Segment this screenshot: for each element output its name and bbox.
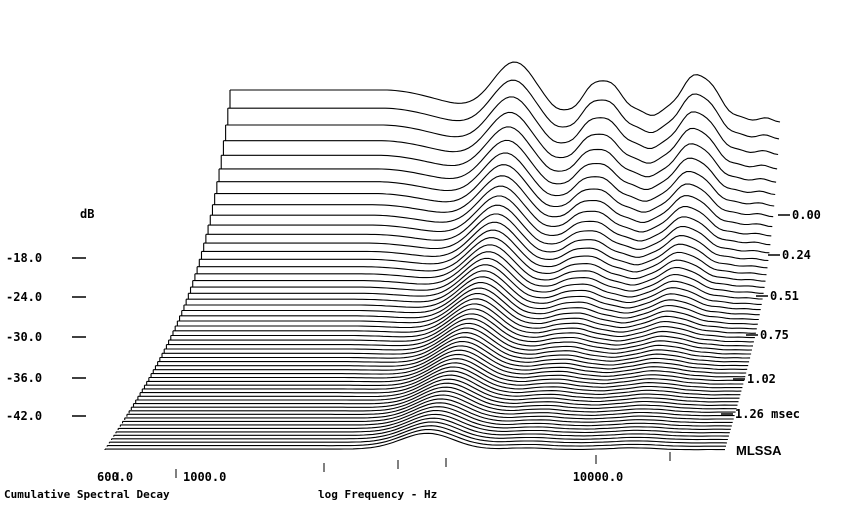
decay-slice xyxy=(203,213,769,262)
decay-slice xyxy=(192,251,764,294)
decay-slice xyxy=(118,409,731,430)
decay-slice xyxy=(212,175,773,228)
chart-caption: Cumulative Spectral Decay xyxy=(4,488,170,501)
decay-slice xyxy=(140,370,741,396)
decay-slice xyxy=(210,185,772,237)
decay-slice xyxy=(201,221,768,269)
decay-slice xyxy=(135,378,739,403)
y-ticks: -18.0 -24.0 -30.0 -36.0 -42.0 xyxy=(6,251,86,423)
decay-slice xyxy=(116,413,730,434)
decay-slice xyxy=(155,340,748,370)
time-tick-label: 0.75 xyxy=(760,328,789,342)
brand-label: MLSSA xyxy=(736,443,782,458)
time-tick-label: 1.02 xyxy=(747,372,776,386)
decay-slice xyxy=(131,386,737,410)
decay-slice xyxy=(113,417,729,437)
decay-slice xyxy=(105,432,725,451)
decay-slice xyxy=(164,322,752,355)
x-tick-label: 10000.0 xyxy=(573,470,624,484)
time-tick-label: 0.24 xyxy=(782,248,811,262)
y-tick-label: -30.0 xyxy=(6,330,42,344)
time-tick-label: 1.26 msec xyxy=(735,407,800,421)
decay-slice xyxy=(124,398,734,420)
y-tick-label: -24.0 xyxy=(6,290,42,304)
decay-slice xyxy=(205,204,770,254)
decay-slice xyxy=(175,298,756,334)
decay-slice xyxy=(144,362,743,389)
time-ticks: 0.00 0.24 0.51 0.75 1.02 1.26 msec xyxy=(721,208,821,421)
decay-slice xyxy=(219,139,776,196)
decay-slice xyxy=(214,164,774,218)
decay-slice xyxy=(225,96,779,156)
decay-slice xyxy=(151,349,746,378)
decay-slice xyxy=(129,390,736,413)
time-tick-label: 0.51 xyxy=(770,289,799,303)
decay-slice xyxy=(153,345,747,374)
decay-slice xyxy=(159,332,750,363)
decay-slice xyxy=(199,229,767,276)
decay-slice xyxy=(179,287,758,325)
y-tick-label: -42.0 xyxy=(6,409,42,423)
decay-slice xyxy=(181,282,759,321)
decay-slice xyxy=(157,336,749,367)
decay-slice xyxy=(183,276,760,316)
x-ticks: 600.0 1000.0 10000.0 xyxy=(97,452,671,484)
decay-slice xyxy=(146,358,744,385)
decay-slice xyxy=(227,79,780,140)
decay-slice xyxy=(126,394,735,417)
decay-slice xyxy=(208,195,771,246)
decay-slice xyxy=(230,61,781,123)
decay-slice xyxy=(168,313,754,347)
decay-slice xyxy=(107,428,726,447)
decay-slice-mask xyxy=(105,433,725,450)
x-tick-label: 600.0 xyxy=(97,470,133,484)
decay-slice xyxy=(111,421,728,441)
decay-slice xyxy=(133,382,738,406)
decay-slice xyxy=(216,152,775,207)
decay-slice xyxy=(170,308,754,343)
decay-slice xyxy=(186,270,761,311)
decay-slice xyxy=(120,406,732,427)
decay-slice xyxy=(122,402,733,424)
decay-slice xyxy=(166,318,753,351)
decay-slice xyxy=(109,425,727,444)
y-tick-label: -18.0 xyxy=(6,251,42,265)
decay-slice xyxy=(177,292,757,330)
decay-slices xyxy=(104,61,781,451)
decay-slice xyxy=(221,126,777,183)
decay-slice xyxy=(197,237,766,282)
decay-slice xyxy=(148,353,745,382)
time-tick-label: 0.00 xyxy=(792,208,821,222)
x-axis-label: log Frequency - Hz xyxy=(318,488,437,501)
decay-slice xyxy=(194,244,765,288)
y-tick-label: -36.0 xyxy=(6,371,42,385)
decay-slice xyxy=(142,366,742,392)
y-axis-label: dB xyxy=(80,207,94,221)
decay-slice xyxy=(173,303,755,339)
decay-slice xyxy=(190,257,763,300)
x-tick-label: 1000.0 xyxy=(183,470,226,484)
decay-slice xyxy=(162,327,751,359)
decay-slice xyxy=(223,111,778,170)
decay-slice xyxy=(188,264,762,305)
decay-slice xyxy=(137,374,740,399)
